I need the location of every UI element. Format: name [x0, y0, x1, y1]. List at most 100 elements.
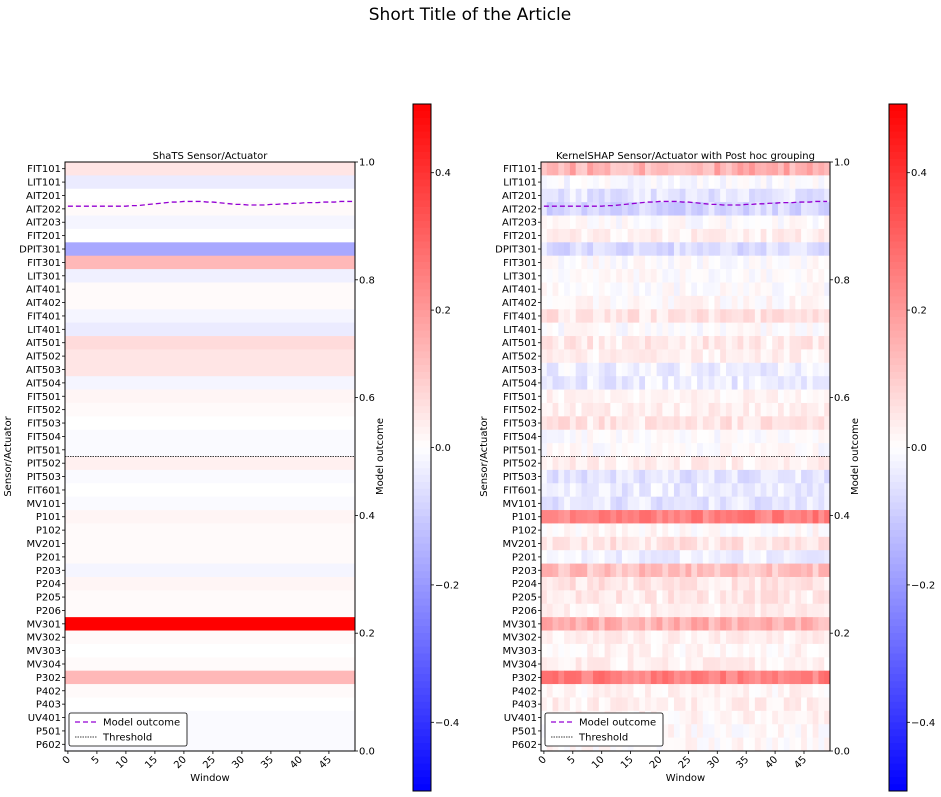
- heatmap-cell: [714, 282, 721, 297]
- ytick-label-AIT201: AIT201: [26, 191, 61, 202]
- heatmap-cell: [720, 630, 727, 645]
- colorbar-segment: [889, 207, 907, 215]
- colorbar-segment: [413, 509, 431, 517]
- ytick-label-MV303: MV303: [502, 646, 537, 657]
- heatmap-cell: [569, 643, 577, 658]
- colorbar-segment: [413, 378, 431, 387]
- heatmap-cell: [558, 269, 565, 283]
- heatmap-cell: [558, 657, 565, 672]
- heatmap-cell: [818, 643, 825, 658]
- heatmap-cell: [789, 349, 796, 364]
- heatmap-cell: [760, 416, 767, 431]
- heatmap-cell: [575, 322, 582, 337]
- heatmap-cell: [720, 536, 727, 551]
- heatmap-cell: [546, 523, 553, 538]
- heatmap-cell: [795, 483, 802, 498]
- heatmap-cell: [818, 322, 825, 337]
- heatmap-cell: [679, 255, 686, 270]
- heatmap-cell: [725, 202, 733, 216]
- heatmap-cell: [731, 710, 738, 725]
- heatmap-cell: [593, 162, 600, 176]
- heatmap-cell: [777, 724, 785, 739]
- heatmap-cell: [558, 349, 565, 364]
- heatmap-cell: [725, 242, 733, 257]
- heatmap-cell: [673, 402, 681, 417]
- heatmap-cell: [581, 617, 588, 631]
- heatmap-cell: [731, 523, 738, 538]
- heatmap-cell: [610, 336, 617, 350]
- heatmap-cell: [708, 483, 715, 498]
- heatmap-cell: [731, 456, 738, 471]
- heatmap-cell: [795, 402, 802, 417]
- heatmap-cell: [789, 657, 796, 672]
- colorbar-segment: [889, 584, 907, 593]
- heatmap-cell: [737, 630, 744, 645]
- heatmap-cell: [662, 162, 669, 176]
- heatmap-cell: [708, 228, 715, 243]
- heatmap-cell: [702, 710, 710, 725]
- heatmap-cell: [708, 282, 715, 297]
- heatmap-cell: [616, 322, 623, 337]
- heatmap-cell: [575, 402, 582, 417]
- heatmap-cell: [581, 496, 588, 511]
- shats-title: ShaTS Sensor/Actuator: [153, 151, 269, 162]
- heatmap-cell: [708, 617, 715, 631]
- heatmap-row-P302: [65, 670, 355, 685]
- shats-y2label: Model outcome: [375, 418, 386, 495]
- ytick-label-AIT401: AIT401: [502, 285, 537, 296]
- heatmap-cell: [541, 443, 548, 457]
- xtick-label: 0: [61, 754, 73, 766]
- heatmap-cell: [795, 389, 802, 404]
- heatmap-cell: [685, 416, 692, 431]
- heatmap-cell: [795, 349, 802, 364]
- heatmap-cell: [691, 228, 698, 243]
- heatmap-cell: [639, 456, 646, 471]
- heatmap-cell: [772, 228, 779, 243]
- colorbar-segment: [413, 262, 431, 270]
- heatmap-cell: [569, 175, 577, 190]
- heatmap-cell: [552, 550, 559, 564]
- ytick-label-AIT503: AIT503: [26, 365, 61, 376]
- heatmap-cell: [541, 215, 548, 230]
- heatmap-cell: [650, 376, 657, 390]
- heatmap-cell: [587, 255, 594, 270]
- heatmap-cell: [708, 684, 715, 698]
- heatmap-cell: [795, 670, 802, 685]
- heatmap-cell: [772, 309, 779, 324]
- heatmap-row-MV101: [65, 496, 355, 511]
- heatmap-cell: [795, 255, 802, 270]
- heatmap-cell: [546, 269, 553, 283]
- heatmap-cell: [541, 202, 548, 216]
- heatmap-cell: [598, 617, 605, 631]
- heatmap-cell: [697, 697, 704, 712]
- heatmap-cell: [598, 550, 605, 564]
- heatmap-cell: [541, 710, 548, 725]
- colorbar-segment: [413, 749, 431, 758]
- heatmap-cell: [587, 402, 594, 417]
- heatmap-cell: [645, 322, 652, 337]
- heatmap-cell: [720, 469, 727, 484]
- heatmap-cell: [575, 282, 582, 297]
- heatmap-cell: [714, 523, 721, 538]
- heatmap-cell: [737, 416, 744, 431]
- heatmap-cell: [581, 215, 588, 230]
- heatmap-cell: [801, 724, 808, 739]
- xtick-label: 15: [143, 754, 160, 771]
- heatmap-cell: [604, 322, 611, 337]
- shats-xlabel: Window: [190, 773, 229, 784]
- heatmap-cell: [783, 456, 790, 471]
- heatmap-cell: [569, 202, 577, 216]
- heatmap-cell: [795, 322, 802, 337]
- heatmap-cell: [569, 309, 577, 324]
- heatmap-cell: [546, 603, 553, 618]
- heatmap-cell: [627, 309, 634, 324]
- heatmap-cell: [760, 590, 767, 605]
- heatmap-cell: [639, 469, 646, 484]
- heatmap-cell: [610, 255, 617, 270]
- heatmap-cell: [668, 255, 675, 270]
- heatmap-row-P204: [65, 576, 355, 591]
- heatmap-cell: [604, 684, 611, 698]
- heatmap-cell: [812, 576, 819, 591]
- heatmap-cell: [541, 242, 548, 257]
- heatmap-cell: [702, 402, 710, 417]
